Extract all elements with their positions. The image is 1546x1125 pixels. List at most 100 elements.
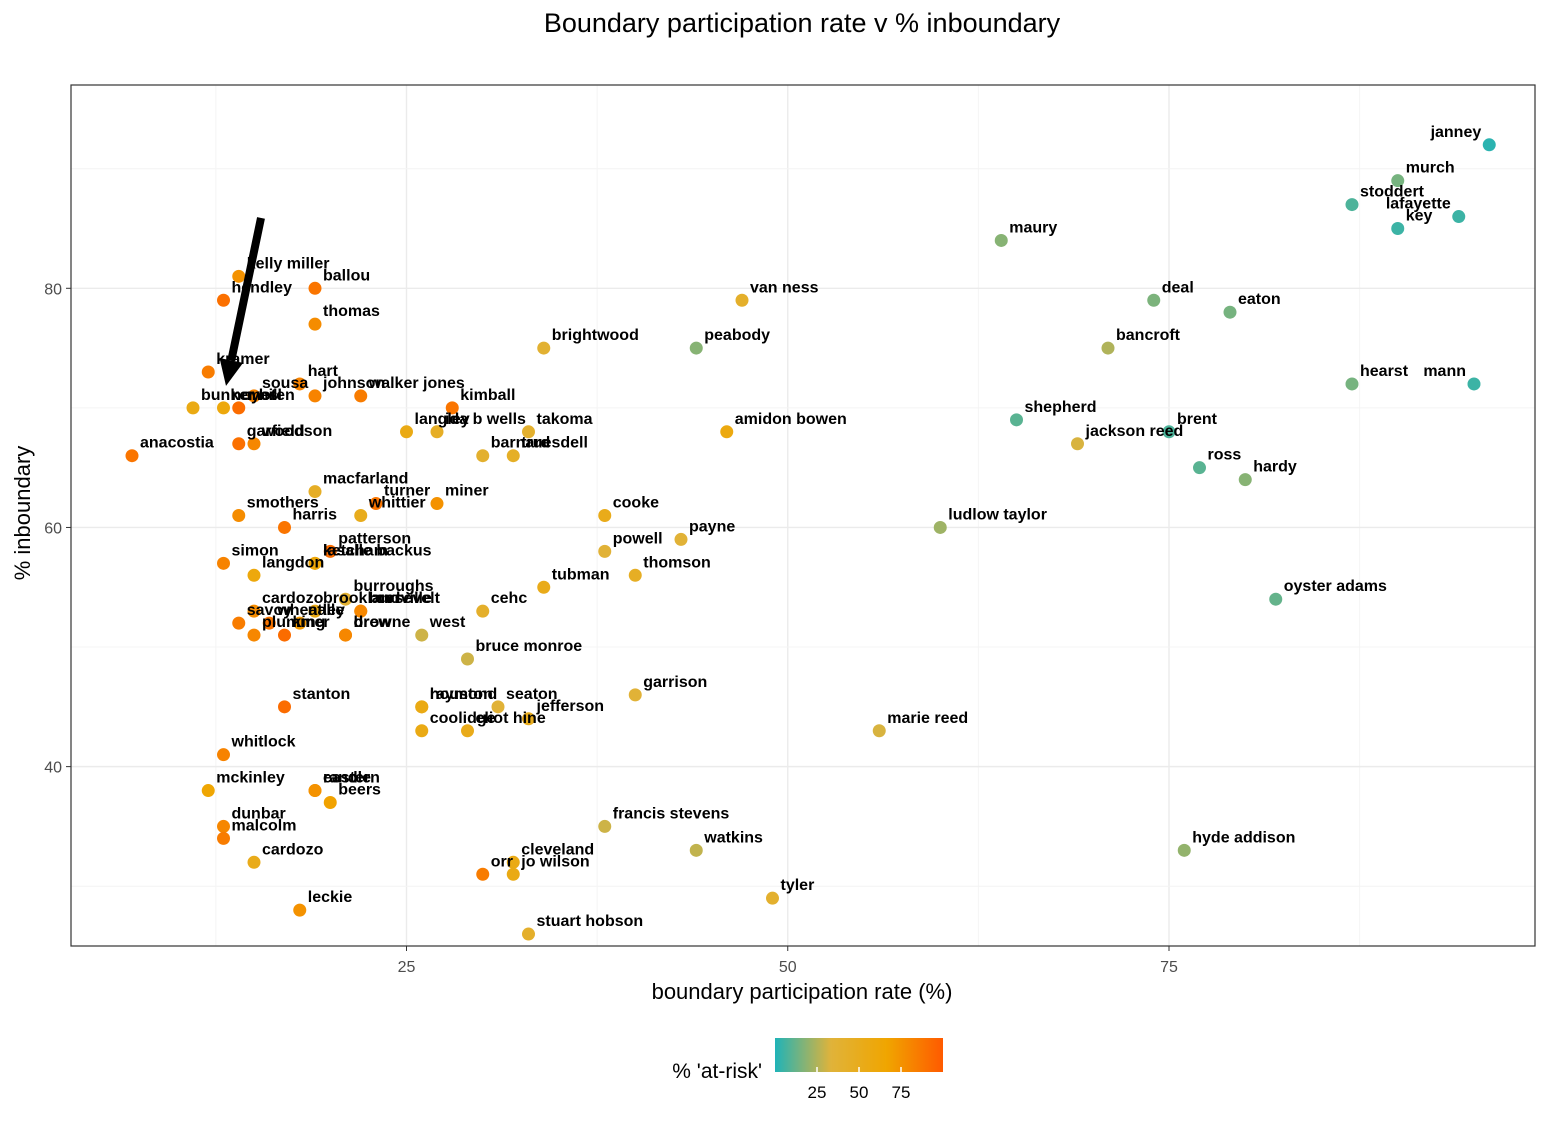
point-bruce-monroe [461,652,474,666]
point-label-mckinley: mckinley [216,770,285,787]
point-plummer [247,628,261,642]
point-eliot-hine [461,724,474,738]
point-woodson [247,437,261,451]
point-label-macfarland: macfarland [323,471,408,488]
point-label-watkins: watkins [703,829,763,846]
point-brookland [308,604,322,618]
point-wheatley [262,616,276,630]
chart-title: Boundary participation rate v % inbounda… [544,8,1061,38]
point-label-van-ness: van ness [750,279,819,296]
point-jo-wilson [506,867,520,881]
point-thomas [308,317,322,331]
point-label-walker-jones: walker jones [368,375,465,392]
point-label-janney: janney [1430,124,1482,141]
point-harris [278,520,291,534]
point-label-bancroft: bancroft [1116,327,1181,344]
point-hyde-addison [1177,843,1191,857]
point-label-ballou: ballou [323,267,370,284]
point-key [1391,222,1405,235]
point-label-langley: langley [415,411,470,428]
point-label-garrison: garrison [643,674,707,691]
point-label-francis-stevens: francis stevens [613,805,730,822]
point-label-lasalle-backus: lasalle backus [323,542,432,559]
point-hearst [1345,377,1359,391]
point-powell [598,544,612,558]
legend-tick-label: 25 [808,1083,827,1102]
point-stuart-hobson [522,927,535,941]
point-cehc [476,604,490,618]
point-jackson-reed [1071,437,1084,451]
point-label-garfield: garfield [247,423,305,440]
point-label-barnard: barnard [491,435,551,452]
point-label-bunker-hill: bunker hill [201,387,282,404]
legend-tick-label: 50 [850,1083,869,1102]
point-langdon [247,568,261,582]
point-brightwood [537,341,551,355]
point-label-turner: turner [384,483,430,500]
point-label-ketcham: ketcham [323,542,388,559]
point-label-payne: payne [689,518,735,535]
point-marie-reed [872,724,886,738]
point-garrison [628,688,642,702]
point-label-coolidge: coolidge [430,710,496,727]
arrow-shaft [227,217,265,362]
plot-panel: 25 50 75 40 60 80 janney murch lafayettestoddert… [44,84,1536,976]
point-hardy [1238,473,1252,487]
point-label-west: west [429,614,466,631]
point-amidon-bowen [720,425,734,439]
point-leckie [293,903,307,917]
point-sousa [247,389,261,403]
point-label-dunbar: dunbar [232,805,286,822]
point-label-hart: hart [308,363,339,380]
color-legend: % 'at-risk' 25 50 75 [672,1038,943,1102]
point-nalle [293,616,307,630]
point-simon [217,556,230,570]
point-label-sousa: sousa [262,375,308,392]
point-label-cehc: cehc [491,590,528,607]
point-label-beers: beers [338,782,381,799]
point-label-ida-b-wells: ida b wells [445,411,526,428]
point-label-mann: mann [1423,363,1466,380]
point-kimball [445,401,459,415]
point-label-thomas: thomas [323,303,380,320]
panel-border [70,84,1536,947]
point-label-moten: moten [247,387,295,404]
point-label-eaton: eaton [1238,291,1281,308]
point-label-nalle: nalle [308,602,345,619]
legend-title: % 'at-risk' [672,1060,762,1083]
point-ludlow-taylor [933,520,947,534]
point-garfield [232,437,246,451]
x-tick-label: 25 [398,959,416,976]
point-label-simon: simon [232,542,279,559]
point-savoy [232,616,246,630]
point-label-lafayette: lafayette [1386,196,1451,213]
point-label-oyster-adams: oyster adams [1284,578,1387,595]
point-noyes [217,401,230,415]
point-drew [339,628,352,642]
point-janney [1482,138,1496,152]
point-malcolm [217,831,230,845]
point-brent [1162,425,1176,439]
point-label-plummer: plummer [262,614,330,631]
point-label-roosevelt: roosevelt [369,590,441,607]
annotation-arrow [219,217,265,386]
point-shepherd [1010,413,1023,427]
point-jefferson [522,712,535,726]
point-cooke [598,509,612,522]
point-west [415,628,429,642]
point-patterson [323,544,337,558]
point-lafayette [1452,210,1466,224]
point-maury [994,233,1008,247]
point-label-whittier: whittier [368,495,426,512]
point-label-eliot-hine: eliot hine [476,710,546,727]
point-moten [232,401,246,415]
point-label-hendley: hendley [232,279,293,296]
point-label-hearst: hearst [1360,363,1409,380]
point-label-king: king [293,614,326,631]
point-hart [293,377,307,391]
point-label-whitlock: whitlock [231,734,296,751]
point-ballou [308,281,322,295]
x-tick-label: 75 [1160,959,1178,976]
